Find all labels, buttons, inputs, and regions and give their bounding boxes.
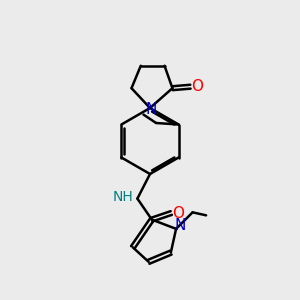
Text: N: N <box>174 218 185 233</box>
Text: N: N <box>146 102 157 117</box>
Text: O: O <box>172 206 184 220</box>
Text: O: O <box>191 79 203 94</box>
Text: NH: NH <box>113 190 134 204</box>
